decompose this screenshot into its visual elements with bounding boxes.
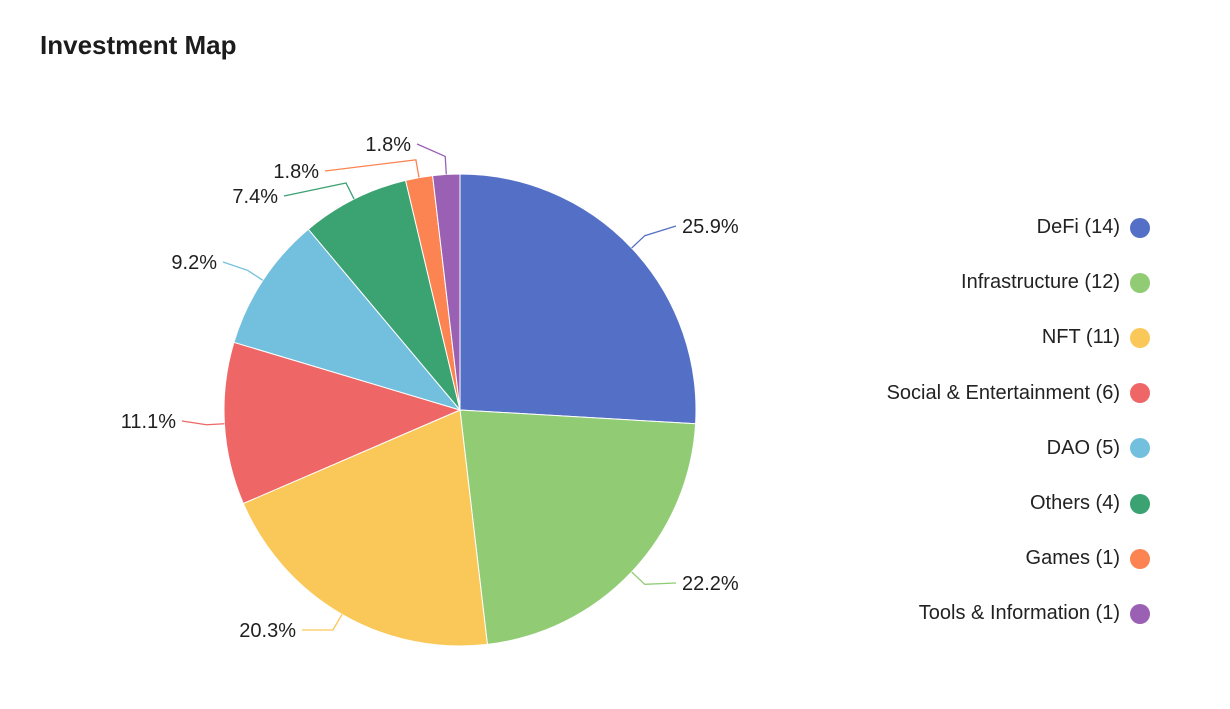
leader-line	[222, 261, 264, 281]
slice-percent-label: 25.9%	[682, 216, 739, 238]
pie-slice-others[interactable]	[307, 179, 461, 411]
legend-label: Games (1)	[1025, 547, 1120, 570]
leader-line	[631, 225, 677, 249]
slice-percent-label: 7.4%	[232, 186, 278, 208]
legend-label: Social & Entertainment (6)	[886, 381, 1120, 404]
legend-item[interactable]: Social & Entertainment (6)	[887, 366, 1150, 421]
legend-item[interactable]: Games (1)	[887, 531, 1150, 586]
slice-percent-label: 9.2%	[171, 252, 217, 274]
slice-percent-label: 20.3%	[239, 620, 296, 642]
legend-item[interactable]: DAO (5)	[887, 421, 1150, 476]
slice-percent-label: 1.8%	[365, 134, 411, 156]
legend-label: Others (4)	[1029, 492, 1120, 515]
legend-swatch	[1130, 493, 1150, 514]
legend-swatch	[1130, 438, 1150, 459]
leader-line	[324, 159, 420, 178]
pie-slice-defi[interactable]	[459, 173, 697, 425]
pie-slice-nft[interactable]	[242, 409, 488, 647]
legend-swatch	[1130, 327, 1150, 348]
slice-percent-label: 22.2%	[682, 573, 739, 595]
legend-label: NFT (11)	[1041, 326, 1120, 349]
slice-percent-label: 1.8%	[273, 161, 319, 183]
slice-percent-label: 11.1%	[121, 411, 176, 433]
leader-line	[631, 571, 677, 585]
leader-line	[301, 614, 343, 631]
chart-title: Investment Map	[40, 30, 237, 60]
leader-line	[283, 182, 355, 200]
legend-item[interactable]: Tools & Information (1)	[887, 586, 1150, 641]
leader-line	[181, 420, 225, 426]
legend-swatch	[1130, 603, 1150, 624]
legend-label: DeFi (14)	[1036, 216, 1120, 239]
legend-item[interactable]: DeFi (14)	[887, 200, 1150, 255]
legend-label: Infrastructure (12)	[961, 271, 1120, 294]
pie-slice-social-entertainment[interactable]	[223, 341, 462, 505]
legend-swatch	[1130, 272, 1150, 293]
legend-swatch	[1130, 383, 1150, 404]
legend-item[interactable]: NFT (11)	[887, 310, 1150, 365]
legend-swatch	[1130, 217, 1150, 238]
pie-slice-infrastructure[interactable]	[459, 409, 697, 645]
leader-line	[416, 143, 447, 175]
legend-item[interactable]: Infrastructure (12)	[887, 255, 1150, 310]
chart-legend: DeFi (14) Infrastructure (12) NFT (11) Soci…	[887, 200, 1150, 642]
pie-slice-dao[interactable]	[233, 228, 462, 411]
legend-label: DAO (5)	[1046, 436, 1120, 459]
legend-item[interactable]: Others (4)	[887, 476, 1150, 531]
pie-slice-tools-information[interactable]	[432, 173, 461, 411]
legend-swatch	[1130, 548, 1150, 569]
legend-label: Tools & Information (1)	[918, 602, 1120, 625]
